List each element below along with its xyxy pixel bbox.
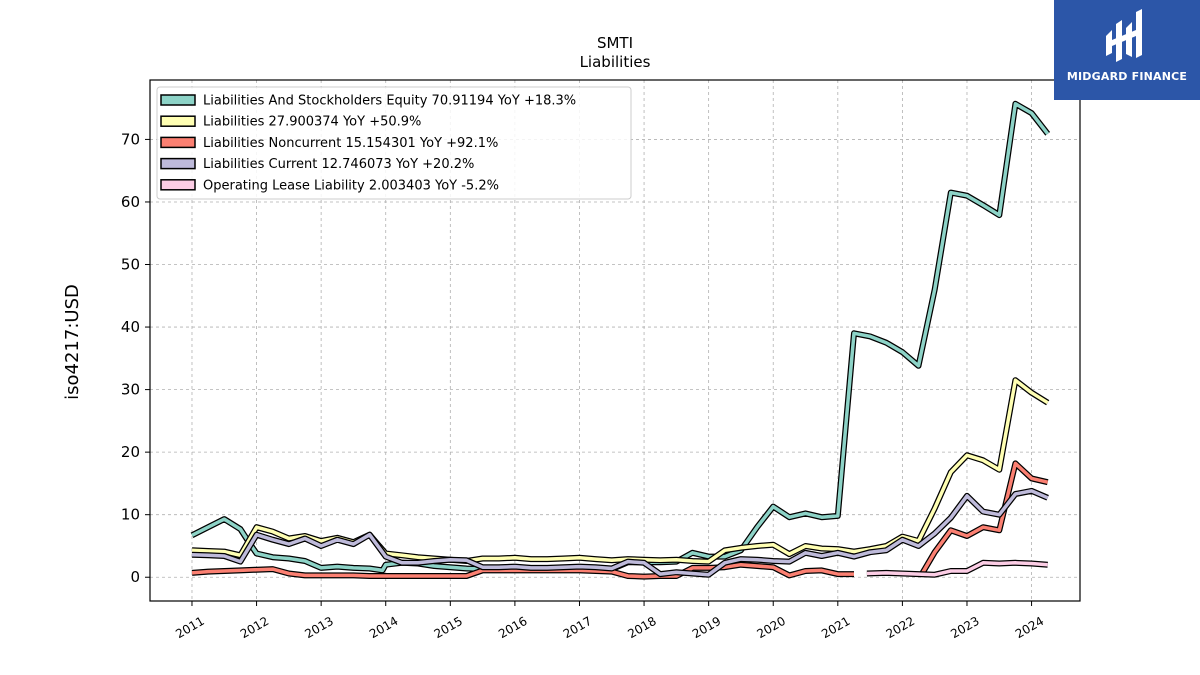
x-axis-ticks: 2011 2012 2013 2014 2015 2016 2017 2018 2019 2020… bbox=[173, 601, 1046, 641]
x-tick-label: 2014 bbox=[367, 614, 400, 641]
x-tick-label: 2016 bbox=[496, 614, 529, 641]
series-outline-liabilities bbox=[191, 377, 1050, 565]
brand-name: MIDGARD FINANCE bbox=[1066, 70, 1188, 83]
legend-swatch bbox=[160, 136, 196, 149]
x-tick-label: 2023 bbox=[948, 614, 981, 641]
x-tick-label: 2013 bbox=[302, 614, 335, 641]
y-tick-label: 40 bbox=[121, 318, 140, 336]
y-tick-label: 50 bbox=[121, 256, 140, 274]
y-tick-label: 20 bbox=[121, 443, 140, 461]
chart-title: SMTI bbox=[597, 34, 633, 52]
legend: Liabilities And Stockholders Equity 70.9… bbox=[156, 86, 632, 200]
legend-swatch bbox=[160, 94, 196, 106]
x-tick-label: 2021 bbox=[819, 614, 852, 641]
legend-label: Liabilities 27.900374 YoY +50.9% bbox=[203, 115, 421, 130]
series-line-liabilities-current bbox=[191, 489, 1049, 577]
legend-label: Liabilities Noncurrent 15.154301 YoY +92… bbox=[203, 136, 498, 151]
legend-label: Liabilities Current 12.746073 YoY +20.2% bbox=[203, 157, 474, 172]
y-tick-label: 30 bbox=[121, 381, 140, 399]
legend-label: Operating Lease Liability 2.003403 YoY -… bbox=[203, 178, 499, 193]
x-tick-label: 2017 bbox=[561, 614, 594, 641]
midgard-logo-icon bbox=[1106, 9, 1142, 62]
grid-lines bbox=[150, 80, 1080, 601]
legend-swatch bbox=[160, 179, 196, 191]
y-tick-label: 10 bbox=[121, 506, 140, 524]
plot-frame bbox=[149, 79, 1081, 602]
series-line-liabilities-noncurrent bbox=[191, 461, 1049, 579]
y-tick-label: 70 bbox=[121, 130, 140, 148]
x-tick-label: 2019 bbox=[690, 614, 723, 641]
x-tick-label: 2022 bbox=[884, 614, 917, 641]
series-lines bbox=[190, 100, 1051, 580]
x-tick-label: 2012 bbox=[238, 614, 271, 641]
legend-swatch bbox=[160, 115, 196, 127]
x-tick-label: 2015 bbox=[432, 614, 465, 641]
x-tick-label: 2011 bbox=[173, 614, 206, 641]
x-tick-label: 2018 bbox=[625, 614, 658, 641]
series-line-operating-lease-liability bbox=[866, 561, 1048, 577]
y-tick-label: 0 bbox=[130, 568, 140, 586]
brand-logo: MIDGARD FINANCE bbox=[1054, 0, 1200, 100]
legend-box bbox=[156, 86, 632, 200]
legend-label: Liabilities And Stockholders Equity 70.9… bbox=[203, 94, 576, 109]
x-tick-label: 2024 bbox=[1013, 614, 1046, 641]
y-axis-ticks: 0 10 20 30 40 50 60 70 bbox=[121, 130, 150, 586]
y-axis-label: iso4217:USD bbox=[62, 284, 83, 400]
x-tick-label: 2020 bbox=[755, 614, 788, 641]
legend-swatch bbox=[160, 157, 196, 170]
chart-subtitle: Liabilities bbox=[580, 53, 651, 71]
y-tick-label: 60 bbox=[121, 193, 140, 211]
